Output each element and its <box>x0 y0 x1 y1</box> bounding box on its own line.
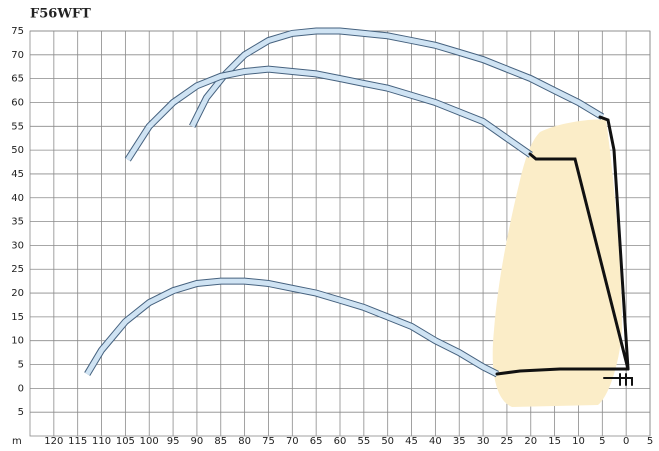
x-tick-label: 115 <box>68 436 87 447</box>
y-tick-label: 40 <box>11 193 24 204</box>
y-tick-label: 45 <box>11 169 24 180</box>
x-tick-label: 100 <box>140 436 159 447</box>
x-tick-label: 25 <box>501 436 514 447</box>
x-tick-label: 50 <box>381 436 394 447</box>
x-tick-label: 5 <box>599 436 605 447</box>
x-tick-label: 5 <box>647 436 653 447</box>
y-tick-label: 75 <box>11 26 24 37</box>
x-tick-label: 15 <box>548 436 561 447</box>
y-tick-label: 5 <box>18 407 24 418</box>
y-tick-label: 35 <box>11 217 24 228</box>
x-tick-label: 105 <box>116 436 135 447</box>
boom <box>598 115 630 371</box>
x-tick-label: 10 <box>572 436 585 447</box>
arc <box>85 278 499 377</box>
x-tick-label: 35 <box>453 436 466 447</box>
y-tick-label: 55 <box>11 121 24 132</box>
y-tick-label: 20 <box>11 288 24 299</box>
y-tick-label: 10 <box>11 336 24 347</box>
x-tick-label: 70 <box>286 436 299 447</box>
working-area <box>492 119 622 407</box>
arc <box>189 28 604 128</box>
x-tick-label: 80 <box>238 436 251 447</box>
crane-base <box>603 373 633 386</box>
y-tick-label: 65 <box>11 74 24 85</box>
x-axis-label: m <box>12 436 22 447</box>
chart-title: F56WFT <box>30 7 91 22</box>
x-tick-label: 85 <box>214 436 227 447</box>
x-tick-label: 95 <box>167 436 180 447</box>
y-tick-label: 50 <box>11 145 24 156</box>
x-tick-label: 75 <box>262 436 275 447</box>
x-tick-label: 110 <box>92 436 111 447</box>
y-tick-label: 0 <box>18 383 24 394</box>
x-tick-label: 120 <box>44 436 63 447</box>
x-tick-label: 0 <box>623 436 629 447</box>
x-tick-label: 20 <box>524 436 537 447</box>
x-tick-label: 30 <box>477 436 490 447</box>
x-tick-label: 45 <box>405 436 418 447</box>
boom <box>495 367 630 376</box>
crane-booms <box>495 115 633 386</box>
y-tick-label: 70 <box>11 50 24 61</box>
x-tick-label: 55 <box>357 436 370 447</box>
y-tick-label: 25 <box>11 264 24 275</box>
y-tick-label: 15 <box>11 312 24 323</box>
y-tick-label: 30 <box>11 240 24 251</box>
x-tick-label: 40 <box>429 436 442 447</box>
x-tick-label: 90 <box>191 436 204 447</box>
y-tick-label: 60 <box>11 97 24 108</box>
y-tick-label: 5 <box>18 360 24 371</box>
x-tick-label: 65 <box>310 436 323 447</box>
x-tick-label: 60 <box>334 436 347 447</box>
arc <box>125 66 533 161</box>
boom <box>528 152 630 371</box>
